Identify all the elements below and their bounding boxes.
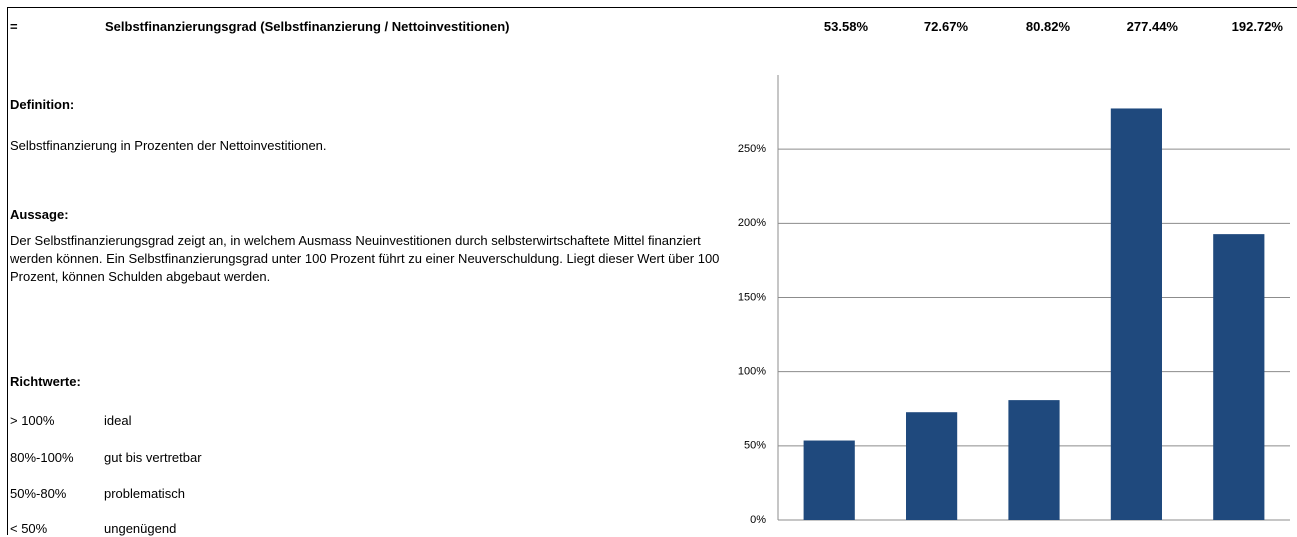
- header-value: 72.67%: [923, 19, 968, 34]
- bar: [906, 412, 958, 520]
- guideline-rating: ungenügend: [104, 521, 177, 536]
- statement-heading: Aussage:: [10, 207, 69, 222]
- y-tick-label: 150%: [738, 291, 766, 303]
- guideline-rating: ideal: [104, 413, 132, 428]
- header-value: 277.44%: [1126, 19, 1178, 34]
- guideline-rating: problematisch: [104, 486, 185, 501]
- y-tick-label: 50%: [744, 440, 766, 452]
- header-value: 192.72%: [1231, 19, 1283, 34]
- definition-heading: Definition:: [10, 97, 75, 112]
- guidelines-heading: Richtwerte:: [10, 374, 81, 389]
- bar: [803, 440, 855, 520]
- y-tick-label: 100%: [738, 366, 766, 378]
- definition-text: Selbstfinanzierung in Prozenten der Nett…: [10, 138, 327, 153]
- bar: [1008, 400, 1060, 520]
- guideline-range: < 50%: [10, 521, 48, 536]
- bar: [1110, 108, 1162, 521]
- y-tick-label: 0%: [750, 514, 766, 526]
- statement-text: Der Selbstfinanzierungsgrad zeigt an, in…: [10, 233, 720, 284]
- row-marker: =: [10, 19, 18, 34]
- guideline-range: > 100%: [10, 413, 55, 428]
- row-title: Selbstfinanzierungsgrad (Selbstfinanzier…: [105, 19, 510, 34]
- y-tick-label: 200%: [738, 217, 766, 229]
- header-value: 53.58%: [823, 19, 868, 34]
- frame-left: [7, 7, 8, 535]
- bar: [1213, 234, 1265, 520]
- header-value: 80.82%: [1025, 19, 1070, 34]
- frame-top: [7, 7, 1297, 8]
- guideline-rating: gut bis vertretbar: [104, 450, 202, 465]
- guideline-range: 80%-100%: [10, 450, 74, 465]
- guideline-range: 50%-80%: [10, 486, 67, 501]
- y-tick-label: 250%: [738, 143, 766, 155]
